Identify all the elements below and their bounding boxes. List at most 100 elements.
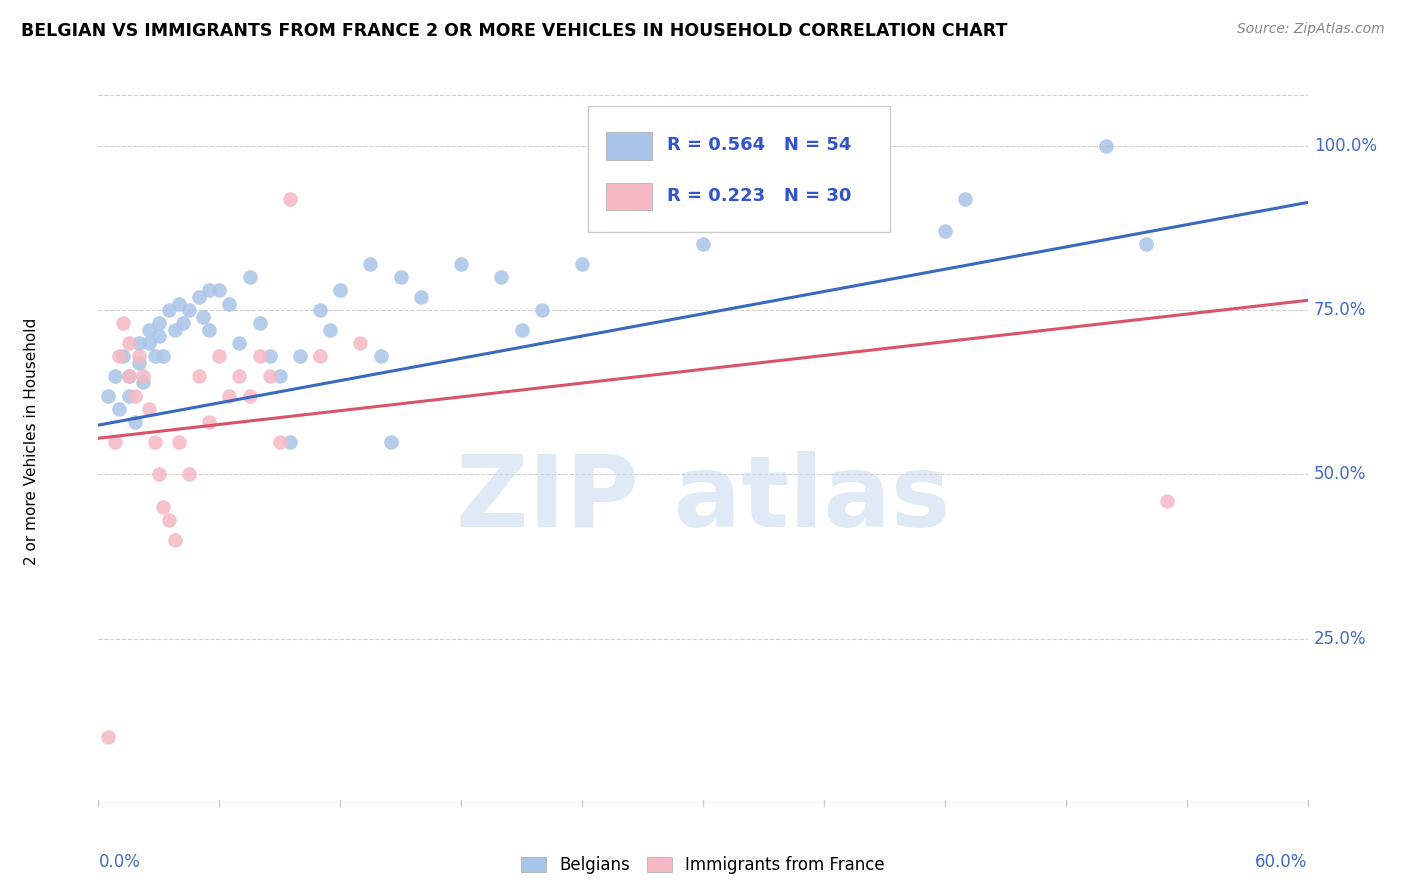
Point xyxy=(111,316,134,330)
Point xyxy=(157,303,180,318)
Point xyxy=(124,388,146,402)
Point xyxy=(530,303,553,318)
Point xyxy=(148,316,170,330)
Point xyxy=(370,349,392,363)
Point xyxy=(97,388,120,402)
Point xyxy=(288,349,311,363)
Point xyxy=(208,349,231,363)
FancyBboxPatch shape xyxy=(606,132,652,160)
Point xyxy=(138,336,160,351)
Point xyxy=(309,303,332,318)
Point xyxy=(138,401,160,416)
Point xyxy=(152,349,174,363)
Point xyxy=(128,356,150,370)
Text: 100.0%: 100.0% xyxy=(1313,137,1376,155)
Point xyxy=(193,310,215,324)
Point xyxy=(163,533,186,547)
Point xyxy=(128,336,150,351)
Point xyxy=(152,500,174,515)
Point xyxy=(259,349,281,363)
Point xyxy=(228,336,250,351)
Point xyxy=(118,368,141,383)
Point xyxy=(167,434,190,449)
Point xyxy=(107,349,129,363)
Point xyxy=(491,270,513,285)
Point xyxy=(208,284,231,298)
Point xyxy=(953,192,976,206)
Point xyxy=(692,237,714,252)
Point xyxy=(157,513,180,527)
Point xyxy=(132,368,155,383)
Point xyxy=(179,303,201,318)
Point xyxy=(188,368,211,383)
Point xyxy=(124,415,146,429)
Point xyxy=(329,284,352,298)
Point xyxy=(148,329,170,343)
Point xyxy=(349,336,371,351)
Point xyxy=(360,257,382,271)
Point xyxy=(198,323,221,337)
Legend: Belgians, Immigrants from France: Belgians, Immigrants from France xyxy=(516,851,890,880)
Point xyxy=(309,349,332,363)
Point xyxy=(269,368,291,383)
Point xyxy=(163,323,186,337)
Point xyxy=(249,316,271,330)
Point xyxy=(138,323,160,337)
Point xyxy=(1095,139,1118,153)
Text: 50.0%: 50.0% xyxy=(1313,466,1367,483)
Point xyxy=(450,257,472,271)
Point xyxy=(179,467,201,482)
Point xyxy=(389,270,412,285)
Point xyxy=(409,290,432,304)
Point xyxy=(148,467,170,482)
Point xyxy=(107,401,129,416)
Point xyxy=(118,368,141,383)
Point xyxy=(118,388,141,402)
FancyBboxPatch shape xyxy=(588,105,890,232)
Point xyxy=(228,368,250,383)
Text: Source: ZipAtlas.com: Source: ZipAtlas.com xyxy=(1237,22,1385,37)
Point xyxy=(1156,493,1178,508)
Point xyxy=(1135,237,1157,252)
Point xyxy=(218,388,240,402)
Point xyxy=(103,368,125,383)
Point xyxy=(103,434,125,449)
Text: 60.0%: 60.0% xyxy=(1256,854,1308,871)
Point xyxy=(278,434,301,449)
Point xyxy=(259,368,281,383)
Point xyxy=(380,434,402,449)
Point xyxy=(198,284,221,298)
Point xyxy=(118,336,141,351)
Point xyxy=(172,316,194,330)
Point xyxy=(571,257,593,271)
Point xyxy=(143,349,166,363)
Point xyxy=(269,434,291,449)
Text: R = 0.564   N = 54: R = 0.564 N = 54 xyxy=(666,136,851,154)
Text: R = 0.223   N = 30: R = 0.223 N = 30 xyxy=(666,187,851,205)
Text: 2 or more Vehicles in Household: 2 or more Vehicles in Household xyxy=(24,318,39,566)
Point xyxy=(249,349,271,363)
Point xyxy=(510,323,533,337)
Point xyxy=(97,730,120,744)
Point xyxy=(934,224,956,238)
Text: 0.0%: 0.0% xyxy=(98,854,141,871)
Text: 25.0%: 25.0% xyxy=(1313,630,1367,648)
Text: 75.0%: 75.0% xyxy=(1313,301,1367,319)
Point xyxy=(132,376,155,390)
Point xyxy=(143,434,166,449)
Point xyxy=(239,388,262,402)
Point xyxy=(278,192,301,206)
Point xyxy=(218,296,240,310)
Point xyxy=(651,204,673,219)
Point xyxy=(167,296,190,310)
Text: BELGIAN VS IMMIGRANTS FROM FRANCE 2 OR MORE VEHICLES IN HOUSEHOLD CORRELATION CH: BELGIAN VS IMMIGRANTS FROM FRANCE 2 OR M… xyxy=(21,22,1008,40)
FancyBboxPatch shape xyxy=(606,183,652,211)
Text: ZIP atlas: ZIP atlas xyxy=(456,450,950,548)
Point xyxy=(239,270,262,285)
Point xyxy=(111,349,134,363)
Point xyxy=(612,218,634,232)
Point xyxy=(188,290,211,304)
Point xyxy=(128,349,150,363)
Point xyxy=(319,323,342,337)
Point xyxy=(198,415,221,429)
